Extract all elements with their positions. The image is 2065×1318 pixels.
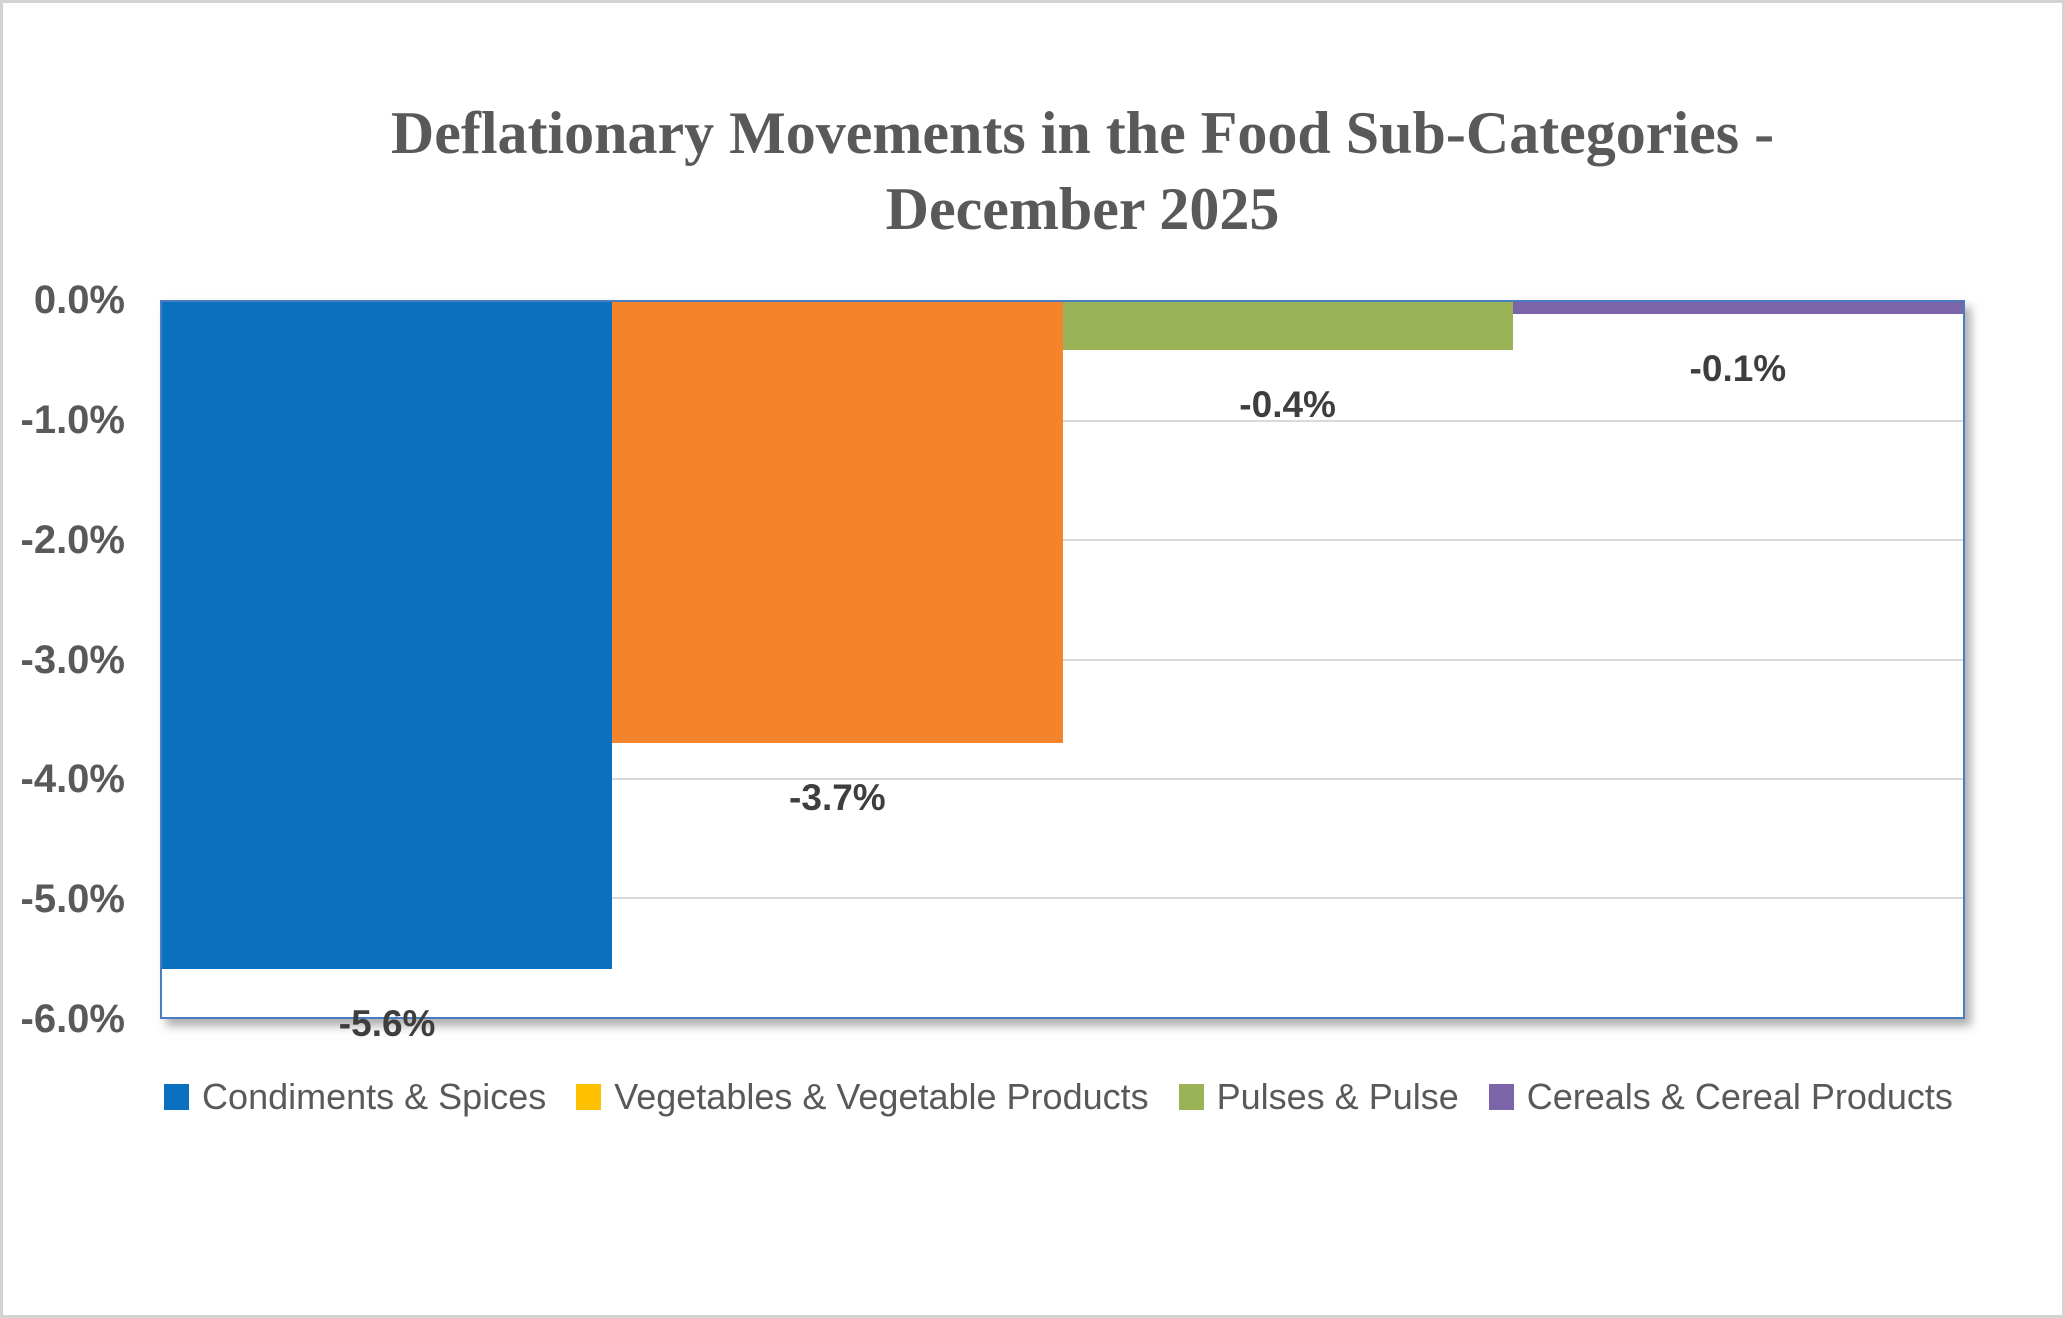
y-tick-label: -2.0% [20,517,126,562]
legend-marker-icon [1488,1084,1514,1110]
legend-item: Vegetables & Vegetable Products [576,1076,1149,1118]
plot-area: -5.6% -3.7% -0.4% -0.1% [160,300,1965,1044]
chart-title: Deflationary Movements in the Food Sub-C… [103,95,2062,247]
legend-item: Pulses & Pulse [1178,1076,1459,1118]
bar-condiments-spices [162,302,613,970]
y-tick-label: 0.0% [33,278,125,322]
y-tick-label: -1.0% [20,397,126,442]
bar-data-label: -0.1% [1689,347,1787,389]
legend: Condiments & Spices Vegetables & Vegetabl… [3,1073,2062,1121]
legend-marker-icon [576,1084,602,1110]
legend-item: Condiments & Spices [164,1076,546,1118]
bar-data-label: -3.7% [789,776,886,818]
chart-title-line-2: December 2025 [885,176,1280,242]
bar-vegetables-vegetable-products [612,302,1063,743]
bar-pulses-pulse [1062,302,1513,350]
legend-label: Cereals & Cereal Products [1526,1076,1953,1117]
chart-title-line-1: Deflationary Movements in the Food Sub-C… [390,100,1775,166]
legend-label: Condiments & Spices [202,1076,547,1117]
legend-item: Cereals & Cereal Products [1488,1076,1953,1118]
bar-cereals-cereal-products [1512,302,1963,314]
y-tick-label: -3.0% [20,637,126,682]
gridline [162,420,1963,423]
gridline [162,896,1963,899]
y-tick-label: -4.0% [20,757,126,802]
gridline [162,777,1963,780]
y-tick-label: -5.0% [20,877,126,922]
legend-marker-icon [1178,1084,1204,1110]
legend-marker-icon [164,1084,190,1110]
y-tick-label: -6.0% [20,997,126,1041]
bar-data-label: -0.4% [1239,383,1336,425]
gridline [162,658,1963,661]
legend-label: Pulses & Pulse [1216,1076,1459,1117]
legend-label: Vegetables & Vegetable Products [614,1076,1149,1117]
bar-data-label: -5.6% [338,1003,436,1045]
gridline [162,539,1963,542]
